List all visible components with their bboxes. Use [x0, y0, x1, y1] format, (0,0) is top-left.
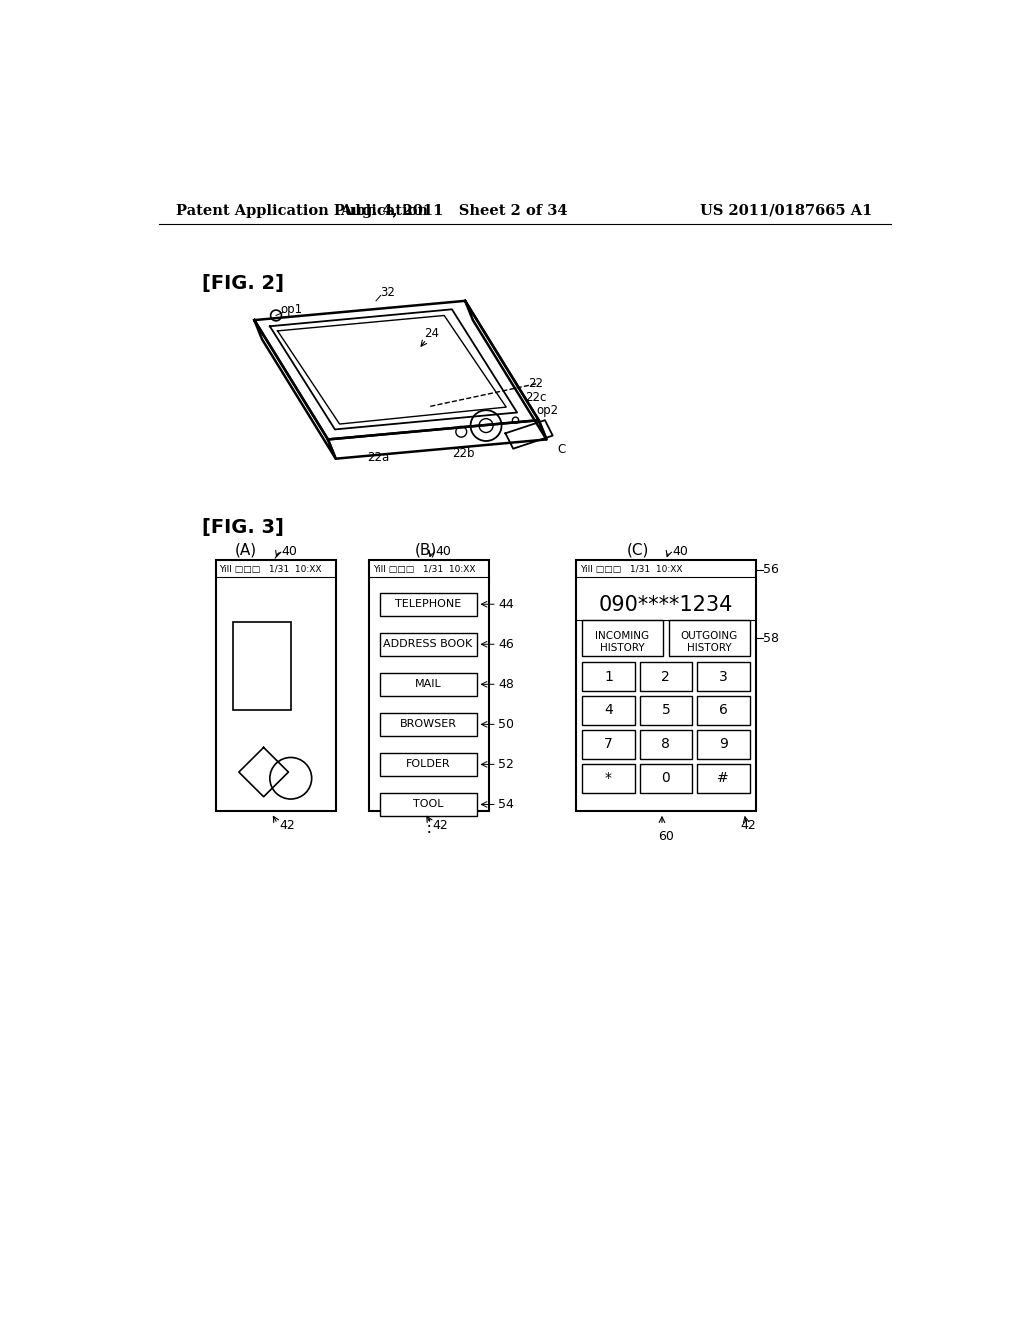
Text: HISTORY: HISTORY: [600, 643, 645, 653]
Bar: [697, 763, 750, 793]
Text: 58: 58: [764, 631, 779, 644]
Text: 44: 44: [499, 598, 514, 611]
Text: INCOMING: INCOMING: [595, 631, 649, 640]
Text: 52: 52: [499, 758, 514, 771]
Text: HISTORY: HISTORY: [687, 643, 731, 653]
Text: 22c: 22c: [525, 391, 547, 404]
Text: [FIG. 2]: [FIG. 2]: [202, 273, 284, 293]
Bar: [216, 561, 336, 812]
Text: 2: 2: [662, 669, 671, 684]
Text: (A): (A): [234, 543, 257, 557]
Bar: [640, 730, 692, 759]
Bar: [380, 793, 477, 816]
Text: 9: 9: [719, 738, 728, 751]
Text: 42: 42: [432, 818, 449, 832]
Text: (C): (C): [627, 543, 648, 557]
Text: 24: 24: [424, 327, 439, 341]
Text: 090****1234: 090****1234: [599, 595, 733, 615]
Text: 46: 46: [499, 638, 514, 651]
Text: 3: 3: [719, 669, 728, 684]
Text: ⋮: ⋮: [421, 817, 437, 836]
Text: MAIL: MAIL: [415, 680, 441, 689]
Text: Yill □□□   1/31  10:XX: Yill □□□ 1/31 10:XX: [373, 565, 475, 574]
Text: 22b: 22b: [452, 446, 474, 459]
Bar: [575, 561, 756, 812]
Text: BROWSER: BROWSER: [399, 719, 457, 730]
Text: 22: 22: [528, 376, 543, 389]
Text: C: C: [557, 444, 565, 455]
Bar: [669, 620, 750, 656]
Text: 32: 32: [380, 286, 394, 298]
Text: 4: 4: [604, 704, 613, 718]
Text: TELEPHONE: TELEPHONE: [395, 599, 461, 610]
Bar: [380, 593, 477, 615]
Bar: [380, 673, 477, 696]
Text: US 2011/0187665 A1: US 2011/0187665 A1: [699, 203, 872, 218]
Bar: [697, 730, 750, 759]
Bar: [583, 763, 635, 793]
Text: Yill □□□   1/31  10:XX: Yill □□□ 1/31 10:XX: [219, 565, 322, 574]
Bar: [583, 730, 635, 759]
Bar: [697, 696, 750, 725]
Text: 6: 6: [719, 704, 728, 718]
Text: FOLDER: FOLDER: [406, 759, 451, 770]
Bar: [697, 663, 750, 692]
Bar: [583, 696, 635, 725]
Bar: [640, 763, 692, 793]
Bar: [369, 561, 489, 812]
Text: 40: 40: [282, 545, 297, 557]
Bar: [232, 622, 291, 710]
Text: op1: op1: [281, 302, 303, 315]
Text: 42: 42: [740, 818, 756, 832]
Bar: [380, 713, 477, 737]
Text: 60: 60: [658, 829, 674, 842]
Text: Yill □□□   1/31  10:XX: Yill □□□ 1/31 10:XX: [580, 565, 682, 574]
Text: 0: 0: [662, 771, 671, 785]
Text: Aug. 4, 2011   Sheet 2 of 34: Aug. 4, 2011 Sheet 2 of 34: [340, 203, 567, 218]
Text: 40: 40: [672, 545, 688, 557]
Text: 48: 48: [499, 677, 514, 690]
Text: 5: 5: [662, 704, 671, 718]
Text: 8: 8: [662, 738, 671, 751]
Text: ADDRESS BOOK: ADDRESS BOOK: [383, 639, 472, 649]
Text: 22a: 22a: [367, 450, 389, 463]
Bar: [583, 663, 635, 692]
Text: OUTGOING: OUTGOING: [681, 631, 738, 640]
Text: 1: 1: [604, 669, 613, 684]
Text: 56: 56: [764, 564, 779, 576]
Bar: [380, 632, 477, 656]
Text: (B): (B): [415, 543, 437, 557]
Text: 54: 54: [499, 797, 514, 810]
Text: [FIG. 3]: [FIG. 3]: [202, 519, 284, 537]
Bar: [380, 752, 477, 776]
Text: Patent Application Publication: Patent Application Publication: [176, 203, 428, 218]
Text: TOOL: TOOL: [413, 800, 443, 809]
Bar: [583, 620, 663, 656]
Text: *: *: [605, 771, 612, 785]
Text: 42: 42: [280, 818, 295, 832]
Text: #: #: [718, 771, 729, 785]
Text: op2: op2: [537, 404, 558, 417]
Bar: [640, 696, 692, 725]
Text: 40: 40: [435, 545, 451, 557]
Text: 7: 7: [604, 738, 613, 751]
Bar: [640, 663, 692, 692]
Text: 50: 50: [499, 718, 514, 731]
